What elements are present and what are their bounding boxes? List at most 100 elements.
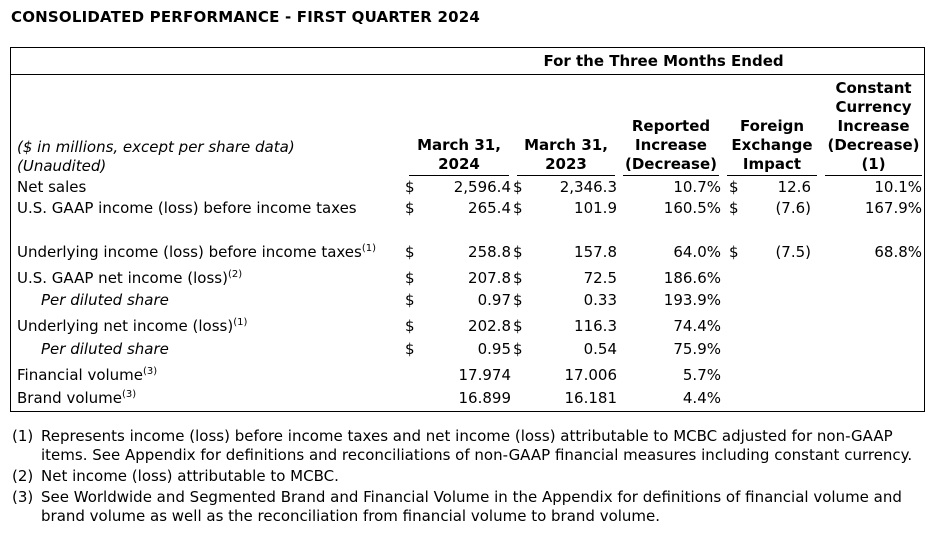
footnote: (2) Net income (loss) attributable to MCB… [12, 467, 922, 486]
currency-symbol: $ [729, 243, 739, 261]
currency-symbol: $ [513, 317, 523, 335]
footnote: (3) See Worldwide and Segmented Brand and… [12, 488, 922, 526]
constant-currency-change [819, 336, 924, 359]
constant-currency-change [819, 359, 924, 385]
value-2024: 258.8 [468, 243, 511, 261]
row-label-text: Underlying income (loss) before income t… [17, 243, 362, 261]
currency-symbol: $ [405, 178, 415, 196]
currency-symbol: $ [405, 317, 415, 335]
currency-symbol: $ [405, 199, 415, 217]
reported-change: 74.4% [673, 317, 721, 335]
currency-symbol [721, 336, 747, 359]
currency-symbol [511, 359, 529, 385]
value-2023: 16.181 [564, 389, 618, 407]
currency-symbol: $ [405, 291, 415, 309]
footnote-marker: (2) [12, 467, 34, 485]
fx-impact [747, 359, 819, 385]
fx-impact [747, 288, 819, 310]
row-label: Financial volume(3) [11, 359, 403, 385]
constant-currency-change [819, 385, 924, 408]
currency-symbol [721, 310, 747, 336]
constant-currency-change: 10.1% [874, 178, 923, 196]
table-row: Net sales $2,596.4 $2,346.3 10.7% $12.6 10.1% [11, 176, 924, 197]
table-row: Per diluted share $0.97 $0.33 193.9% [11, 288, 924, 310]
constant-currency-change [819, 310, 924, 336]
table-row: Per diluted share $0.95 $0.54 75.9% [11, 336, 924, 359]
page-title: CONSOLIDATED PERFORMANCE - FIRST QUARTER… [11, 8, 480, 26]
reported-change: 5.7% [682, 366, 721, 384]
row-label-text: U.S. GAAP income (loss) before income ta… [17, 199, 357, 217]
fx-impact: (7.5) [775, 243, 811, 261]
fx-impact [747, 385, 819, 408]
fx-impact: (7.6) [775, 199, 811, 217]
row-label: U.S. GAAP income (loss) before income ta… [11, 197, 403, 218]
footnote-text: See Worldwide and Segmented Brand and Fi… [41, 488, 902, 525]
table-row: U.S. GAAP net income (loss)(2) $207.8 $72.… [11, 262, 924, 288]
currency-symbol: $ [513, 243, 523, 261]
value-2023: 157.8 [574, 243, 617, 261]
value-2024: 17.974 [458, 366, 512, 384]
fx-impact [747, 310, 819, 336]
value-2023: 116.3 [574, 317, 617, 335]
period-header: For the Three Months Ended [403, 48, 925, 75]
row-label-text: U.S. GAAP net income (loss) [17, 269, 228, 287]
performance-table: For the Three Months Ended ($ in million… [10, 47, 925, 412]
currency-symbol [721, 359, 747, 385]
reported-change: 193.9% [663, 291, 721, 309]
currency-symbol: $ [513, 178, 523, 196]
currency-symbol: $ [729, 178, 739, 196]
row-label-text: Brand volume [17, 389, 123, 407]
col-header-constant-currency: Constant Currency Increase (Decrease) (1… [819, 75, 924, 176]
fx-impact [747, 262, 819, 288]
footnote-ref: (3) [143, 366, 158, 377]
row-label-text: Net sales [17, 178, 87, 196]
row-label: Underlying income (loss) before income t… [11, 218, 403, 262]
currency-symbol [721, 288, 747, 310]
table-row: U.S. GAAP income (loss) before income ta… [11, 197, 924, 218]
reported-change: 64.0% [673, 243, 721, 261]
constant-currency-change: 68.8% [874, 243, 923, 261]
footnote-ref: (3) [122, 389, 137, 400]
col-header-2024: March 31, 2024 [403, 75, 511, 176]
footnote-text: Net income (loss) attributable to MCBC. [41, 467, 339, 485]
footnote-ref: (1) [233, 317, 248, 328]
footnotes: (1) Represents income (loss) before incom… [12, 427, 922, 528]
row-label: U.S. GAAP net income (loss)(2) [11, 262, 403, 288]
table-row: Underlying net income (loss)(1) $202.8 $11… [11, 310, 924, 336]
value-2024: 0.95 [477, 340, 511, 358]
constant-currency-change [819, 262, 924, 288]
row-label: Per diluted share [11, 336, 403, 359]
col-header-fx: Foreign Exchange Impact [721, 75, 819, 176]
value-2024: 2,596.4 [453, 178, 511, 196]
footnote-marker: (1) [12, 427, 34, 445]
footnote-marker: (3) [12, 488, 34, 506]
value-2023: 2,346.3 [559, 178, 617, 196]
currency-symbol [511, 385, 529, 408]
row-label: Per diluted share [11, 288, 403, 310]
reported-change: 160.5% [663, 199, 721, 217]
table-row: Financial volume(3) 17.974 17.006 5.7% [11, 359, 924, 385]
value-2023: 101.9 [574, 199, 617, 217]
constant-currency-change: 167.9% [864, 199, 923, 217]
row-label: Underlying net income (loss)(1) [11, 310, 403, 336]
currency-symbol [721, 385, 747, 408]
value-2024: 202.8 [468, 317, 511, 335]
units-label: ($ in millions, except per share data) (U… [17, 138, 295, 175]
footnote-ref: (2) [227, 269, 243, 280]
reported-change: 186.6% [663, 269, 721, 287]
value-2024: 207.8 [468, 269, 511, 287]
currency-symbol: $ [513, 199, 523, 217]
currency-symbol: $ [513, 269, 523, 287]
currency-symbol: $ [405, 340, 415, 358]
reported-change: 75.9% [673, 340, 721, 358]
col-header-reported: Reported Increase (Decrease) [617, 75, 721, 176]
value-2024: 0.97 [477, 291, 511, 309]
value-2024: 16.899 [458, 389, 512, 407]
col-header-2023: March 31, 2023 [511, 75, 617, 176]
value-2023: 0.54 [583, 340, 617, 358]
constant-currency-change [819, 288, 924, 310]
value-2023: 17.006 [564, 366, 618, 384]
footnote-ref: (1) [361, 243, 377, 254]
currency-symbol: $ [405, 269, 415, 287]
currency-symbol: $ [513, 340, 523, 358]
